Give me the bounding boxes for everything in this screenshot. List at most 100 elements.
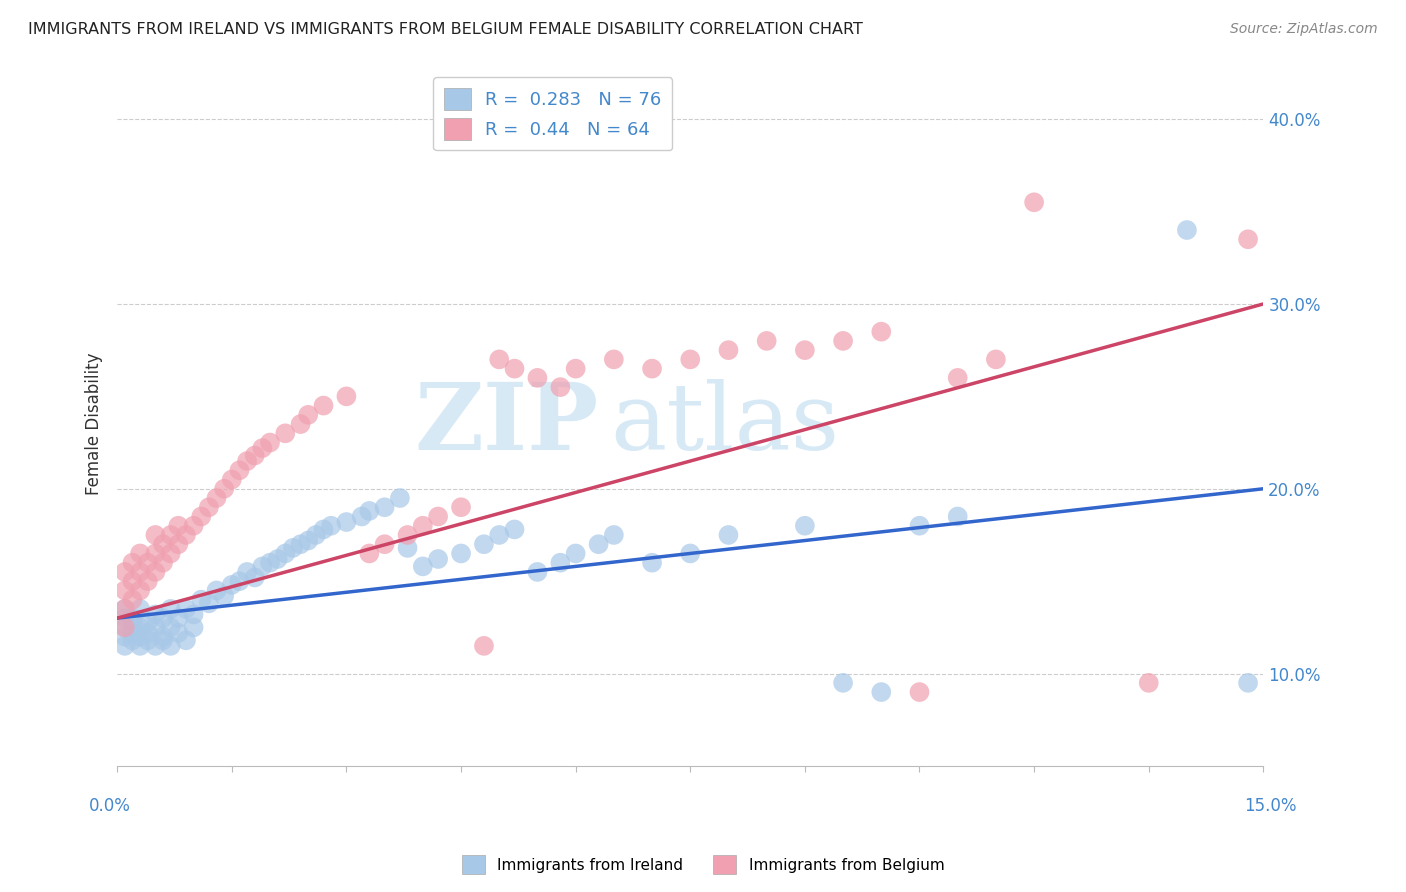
Point xyxy=(312,523,335,537)
Point xyxy=(159,602,181,616)
Point xyxy=(350,509,373,524)
Point xyxy=(114,602,136,616)
Point xyxy=(205,583,228,598)
Point xyxy=(228,574,250,589)
Point xyxy=(427,552,450,566)
Point xyxy=(717,528,740,542)
Point xyxy=(228,463,250,477)
Point xyxy=(129,620,152,634)
Y-axis label: Female Disability: Female Disability xyxy=(86,353,103,495)
Point xyxy=(221,473,243,487)
Text: atlas: atlas xyxy=(610,379,839,469)
Point xyxy=(832,676,855,690)
Point xyxy=(114,611,136,625)
Point xyxy=(114,565,136,579)
Point xyxy=(145,528,167,542)
Point xyxy=(374,537,396,551)
Point xyxy=(152,630,174,644)
Text: 0.0%: 0.0% xyxy=(90,797,131,814)
Point xyxy=(450,546,472,560)
Point xyxy=(1237,232,1260,246)
Point xyxy=(129,602,152,616)
Point xyxy=(603,352,626,367)
Point xyxy=(243,449,266,463)
Text: 15.0%: 15.0% xyxy=(1244,797,1296,814)
Point xyxy=(908,518,931,533)
Point xyxy=(145,639,167,653)
Point xyxy=(236,565,259,579)
Point xyxy=(174,528,197,542)
Point xyxy=(274,426,297,441)
Point xyxy=(129,630,152,644)
Point xyxy=(136,633,159,648)
Point xyxy=(121,611,143,625)
Point xyxy=(305,528,328,542)
Point xyxy=(588,537,610,551)
Point xyxy=(946,509,969,524)
Point xyxy=(136,626,159,640)
Text: Source: ZipAtlas.com: Source: ZipAtlas.com xyxy=(1230,22,1378,37)
Point xyxy=(374,500,396,515)
Point xyxy=(121,574,143,589)
Point xyxy=(488,528,510,542)
Point xyxy=(114,602,136,616)
Point xyxy=(526,371,548,385)
Point xyxy=(281,541,304,555)
Point xyxy=(114,630,136,644)
Point xyxy=(183,607,205,622)
Point xyxy=(1022,195,1045,210)
Point xyxy=(641,361,664,376)
Point xyxy=(550,380,572,394)
Point xyxy=(136,615,159,629)
Point xyxy=(183,620,205,634)
Point xyxy=(198,500,221,515)
Point xyxy=(503,523,526,537)
Point xyxy=(252,441,274,455)
Point xyxy=(252,559,274,574)
Point xyxy=(984,352,1007,367)
Point xyxy=(427,509,450,524)
Point xyxy=(359,504,381,518)
Point xyxy=(1237,676,1260,690)
Point xyxy=(488,352,510,367)
Point xyxy=(908,685,931,699)
Point xyxy=(212,482,235,496)
Point xyxy=(679,352,702,367)
Point xyxy=(159,528,181,542)
Point xyxy=(183,518,205,533)
Point xyxy=(159,639,181,653)
Point xyxy=(136,556,159,570)
Point xyxy=(121,626,143,640)
Point xyxy=(412,559,434,574)
Point xyxy=(152,633,174,648)
Point xyxy=(114,583,136,598)
Text: IMMIGRANTS FROM IRELAND VS IMMIGRANTS FROM BELGIUM FEMALE DISABILITY CORRELATION: IMMIGRANTS FROM IRELAND VS IMMIGRANTS FR… xyxy=(28,22,863,37)
Point xyxy=(564,546,586,560)
Point xyxy=(145,546,167,560)
Point xyxy=(114,620,136,634)
Point xyxy=(412,518,434,533)
Point xyxy=(679,546,702,560)
Point xyxy=(359,546,381,560)
Point xyxy=(167,537,190,551)
Point xyxy=(167,611,190,625)
Text: ZIP: ZIP xyxy=(415,379,599,469)
Point xyxy=(114,639,136,653)
Point xyxy=(793,518,815,533)
Point xyxy=(297,533,319,548)
Point xyxy=(870,685,893,699)
Point xyxy=(174,633,197,648)
Point xyxy=(152,611,174,625)
Point xyxy=(266,552,288,566)
Point xyxy=(396,528,419,542)
Point xyxy=(396,541,419,555)
Point xyxy=(167,626,190,640)
Point xyxy=(755,334,778,348)
Point xyxy=(503,361,526,376)
Point xyxy=(121,556,143,570)
Point xyxy=(114,620,136,634)
Point xyxy=(190,509,212,524)
Point xyxy=(129,583,152,598)
Point xyxy=(236,454,259,468)
Point xyxy=(717,343,740,358)
